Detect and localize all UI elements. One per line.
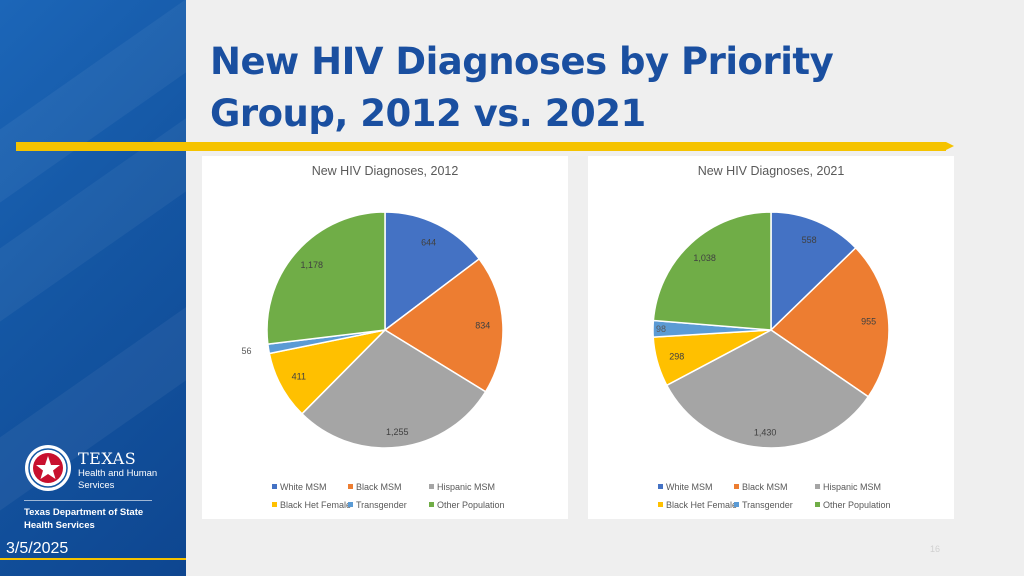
logo-texas-text: TEXAS [78, 449, 137, 468]
legend-swatch [272, 502, 277, 507]
chart-title: New HIV Diagnoses, 2012 [311, 164, 459, 178]
legend-item-hispanic-msm: Hispanic MSM [429, 482, 495, 492]
legend-row: White MSM Black MSM Hispanic MSM [588, 482, 954, 494]
data-label-transgender: 56 [242, 346, 252, 356]
legend-label: Other Population [823, 500, 891, 510]
data-label-black-het-female: 298 [669, 351, 684, 361]
legend-item-transgender: Transgender [734, 500, 793, 510]
legend-item-black-msm: Black MSM [348, 482, 402, 492]
data-label-other-population: 1,038 [693, 253, 716, 263]
data-label-white-msm: 644 [421, 237, 436, 247]
legend-label: Other Population [437, 500, 505, 510]
texas-hhs-logo: TEXAS Health and Human Services [24, 444, 184, 494]
data-label-white-msm: 558 [802, 235, 817, 245]
data-label-transgender: 98 [656, 324, 666, 334]
legend-swatch [815, 502, 820, 507]
legend-swatch [734, 502, 739, 507]
data-label-hispanic-msm: 1,430 [754, 427, 777, 437]
legend-item-black-het-female: Black Het Female [658, 500, 737, 510]
dshs-label: Texas Department of State Health Service… [24, 506, 174, 532]
legend-item-white-msm: White MSM [658, 482, 713, 492]
legend-swatch [658, 502, 663, 507]
legend-label: Hispanic MSM [437, 482, 496, 492]
legend-label: White MSM [666, 482, 713, 492]
page-number: 16 [930, 544, 941, 554]
pie-slice-hispanic-msm [665, 329, 870, 449]
legend-row: Black Het Female Transgender Other Populat… [202, 500, 568, 512]
accent-bar [16, 142, 946, 151]
legend-swatch [272, 484, 277, 489]
pie-slice-hispanic-msm [300, 329, 487, 449]
logo-divider [24, 500, 152, 501]
legend-row: White MSM Black MSM Hispanic MSM [202, 482, 568, 494]
legend-item-white-msm: White MSM [272, 482, 327, 492]
data-label-other-population: 1,178 [300, 260, 323, 270]
pie-slice-white-msm [770, 211, 857, 332]
data-label-hispanic-msm: 1,255 [386, 427, 409, 437]
slide-date: 3/5/2025 [6, 540, 69, 557]
data-label-black-msm: 834 [475, 320, 490, 330]
legend-label: Transgender [356, 500, 407, 510]
legend-item-hispanic-msm: Hispanic MSM [815, 482, 881, 492]
accent-bar-tip [946, 142, 954, 150]
chart-2012: New HIV Diagnoses, 2012 644 834 1,255 411 56… [202, 156, 568, 519]
legend-swatch [429, 502, 434, 507]
dshs-line-2: Health Services [24, 520, 95, 531]
legend-item-black-msm: Black MSM [734, 482, 788, 492]
legend-item-transgender: Transgender [348, 500, 407, 510]
pie-chart-2021: 558 955 1,430 298 98 1,038 [652, 211, 890, 449]
logo-hhs-text: Health and Human Services [78, 468, 178, 491]
texas-seal-icon [25, 445, 71, 491]
legend-label: Black MSM [356, 482, 402, 492]
pie-slice-other-population [266, 211, 386, 345]
pie-slice-white-msm [384, 211, 481, 332]
chart-title: New HIV Diagnoses, 2021 [697, 164, 845, 178]
data-label-black-het-female: 411 [292, 372, 306, 382]
legend-label: Transgender [742, 500, 793, 510]
legend-swatch [815, 484, 820, 489]
chart-2021: New HIV Diagnoses, 2021 558 955 1,430 298 98… [588, 156, 954, 519]
legend-swatch [734, 484, 739, 489]
legend-swatch [348, 484, 353, 489]
date-underline [0, 558, 186, 560]
pie-slice-black-msm [383, 257, 504, 393]
legend-item-other-population: Other Population [429, 500, 505, 510]
legend-label: Black MSM [742, 482, 788, 492]
pie-slice-other-population [652, 211, 772, 331]
legend-label: Black Het Female [666, 500, 738, 510]
logo-hhs-line-2: Services [78, 479, 115, 491]
logo-hhs-line-1: Health and Human [78, 468, 158, 479]
legend-item-black-het-female: Black Het Female [272, 500, 351, 510]
legend-label: Black Het Female [280, 500, 352, 510]
page-title: New HIV Diagnoses by Priority Group, 201… [210, 36, 910, 140]
legend-row: Black Het Female Transgender Other Populat… [588, 500, 954, 512]
pie-chart-2012: 644 834 1,255 411 56 1,178 [242, 211, 504, 449]
legend-label: Hispanic MSM [823, 482, 882, 492]
legend-swatch [658, 484, 663, 489]
pie-slice-black-msm [769, 246, 890, 398]
legend-swatch [429, 484, 434, 489]
page-title-line-1: New HIV Diagnoses by Priority [210, 40, 834, 83]
dshs-line-1: Texas Department of State [24, 507, 144, 518]
legend-swatch [348, 502, 353, 507]
data-label-black-msm: 955 [861, 317, 876, 327]
legend-item-other-population: Other Population [815, 500, 891, 510]
legend-label: White MSM [280, 482, 327, 492]
page-title-line-2: Group, 2012 vs. 2021 [210, 92, 646, 135]
